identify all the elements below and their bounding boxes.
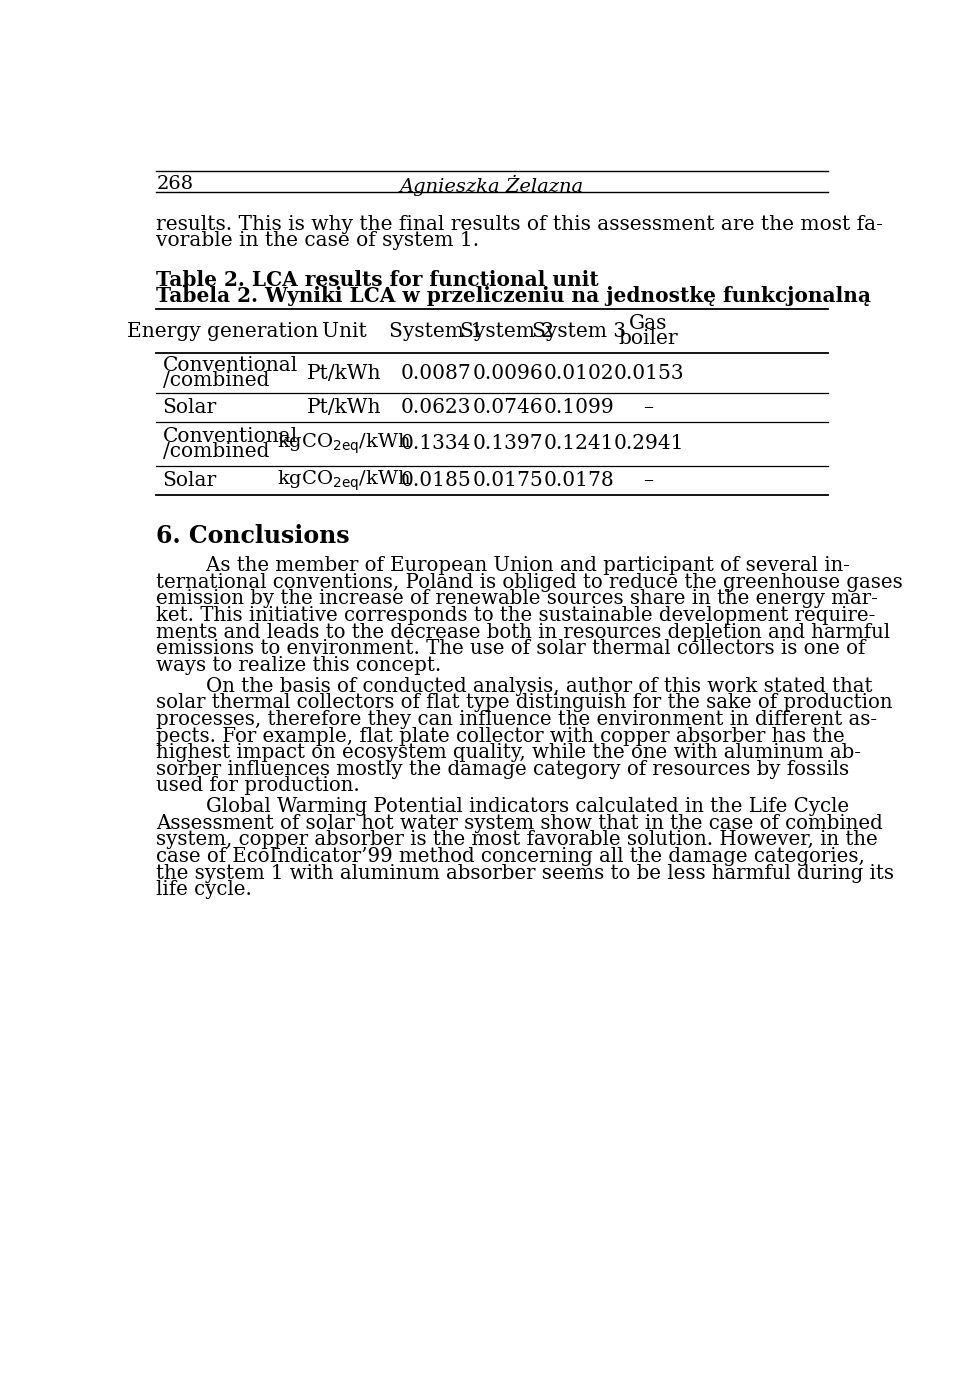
Text: /combined: /combined	[162, 441, 269, 461]
Text: On the basis of conducted analysis, author of this work stated that: On the basis of conducted analysis, auth…	[156, 676, 873, 696]
Text: ket. This initiative corresponds to the sustainable development require-: ket. This initiative corresponds to the …	[156, 606, 876, 625]
Text: 0.1397: 0.1397	[472, 434, 542, 454]
Text: 0.0178: 0.0178	[543, 472, 614, 490]
Text: System 3: System 3	[532, 322, 626, 340]
Text: highest impact on ecosystem quality, while the one with aluminum ab-: highest impact on ecosystem quality, whi…	[156, 743, 861, 762]
Text: 6. Conclusions: 6. Conclusions	[156, 524, 350, 548]
Text: –: –	[643, 472, 654, 490]
Text: life cycle.: life cycle.	[156, 880, 252, 899]
Text: 0.0746: 0.0746	[472, 398, 542, 416]
Text: 0.2941: 0.2941	[613, 434, 684, 454]
Text: System 2: System 2	[461, 322, 555, 340]
Text: 0.1099: 0.1099	[543, 398, 614, 416]
Text: Pt/kWh: Pt/kWh	[307, 364, 382, 383]
Text: emission by the increase of renewable sources share in the energy mar-: emission by the increase of renewable so…	[156, 589, 878, 609]
Text: Assessment of solar hot water system show that in the case of combined: Assessment of solar hot water system sho…	[156, 815, 883, 833]
Text: Tabela 2. Wyniki LCA w przeliczeniu na jednostkę funkcjonalną: Tabela 2. Wyniki LCA w przeliczeniu na j…	[156, 286, 872, 306]
Text: kgCO$_{2\mathrm{eq}}$/kWh: kgCO$_{2\mathrm{eq}}$/kWh	[277, 431, 412, 456]
Text: kgCO$_{2\mathrm{eq}}$/kWh: kgCO$_{2\mathrm{eq}}$/kWh	[277, 469, 412, 492]
Text: Solar: Solar	[162, 472, 217, 490]
Text: Gas: Gas	[630, 314, 668, 333]
Text: ways to realize this concept.: ways to realize this concept.	[156, 656, 442, 675]
Text: Solar: Solar	[162, 398, 217, 416]
Text: 0.0185: 0.0185	[401, 472, 471, 490]
Text: the system 1 with aluminum absorber seems to be less harmful during its: the system 1 with aluminum absorber seem…	[156, 863, 895, 882]
Text: processes, therefore they can influence the environment in different as-: processes, therefore they can influence …	[156, 709, 877, 729]
Text: used for production.: used for production.	[156, 776, 360, 795]
Text: sorber influences mostly the damage category of resources by fossils: sorber influences mostly the damage cate…	[156, 759, 850, 779]
Text: –: –	[643, 398, 654, 416]
Text: 0.0087: 0.0087	[401, 364, 471, 383]
Text: system, copper absorber is the most favorable solution. However, in the: system, copper absorber is the most favo…	[156, 830, 878, 849]
Text: 0.0153: 0.0153	[613, 364, 684, 383]
Text: As the member of European Union and participant of several in-: As the member of European Union and part…	[156, 556, 851, 575]
Text: Global Warming Potential indicators calculated in the Life Cycle: Global Warming Potential indicators calc…	[156, 798, 850, 816]
Text: ternational conventions, Poland is obliged to reduce the greenhouse gases: ternational conventions, Poland is oblig…	[156, 573, 903, 592]
Text: 0.0096: 0.0096	[472, 364, 542, 383]
Text: Unit: Unit	[322, 322, 367, 340]
Text: Pt/kWh: Pt/kWh	[307, 398, 382, 416]
Text: boiler: boiler	[619, 329, 679, 349]
Text: emissions to environment. The use of solar thermal collectors is one of: emissions to environment. The use of sol…	[156, 639, 866, 658]
Text: 0.0175: 0.0175	[472, 472, 542, 490]
Text: Table 2. LCA results for functional unit: Table 2. LCA results for functional unit	[156, 270, 599, 289]
Text: 0.1241: 0.1241	[543, 434, 614, 454]
Text: 0.0102: 0.0102	[543, 364, 614, 383]
Text: 268: 268	[156, 174, 194, 192]
Text: pects. For example, flat plate collector with copper absorber has the: pects. For example, flat plate collector…	[156, 726, 845, 745]
Text: 0.1334: 0.1334	[401, 434, 471, 454]
Text: Conventional: Conventional	[162, 427, 298, 447]
Text: 0.0623: 0.0623	[401, 398, 471, 416]
Text: ments and leads to the decrease both in resources depletion and harmful: ments and leads to the decrease both in …	[156, 622, 891, 642]
Text: System 1: System 1	[389, 322, 483, 340]
Text: /combined: /combined	[162, 371, 269, 390]
Text: Energy generation: Energy generation	[127, 322, 318, 340]
Text: results. This is why the final results of this assessment are the most fa-: results. This is why the final results o…	[156, 214, 883, 234]
Text: solar thermal collectors of flat type distinguish for the sake of production: solar thermal collectors of flat type di…	[156, 693, 893, 712]
Text: case of EcoIndicator’99 method concerning all the damage categories,: case of EcoIndicator’99 method concernin…	[156, 846, 865, 866]
Text: Agnieszka Żelazna: Agnieszka Żelazna	[400, 174, 584, 196]
Text: vorable in the case of system 1.: vorable in the case of system 1.	[156, 231, 480, 250]
Text: Conventional: Conventional	[162, 357, 298, 375]
